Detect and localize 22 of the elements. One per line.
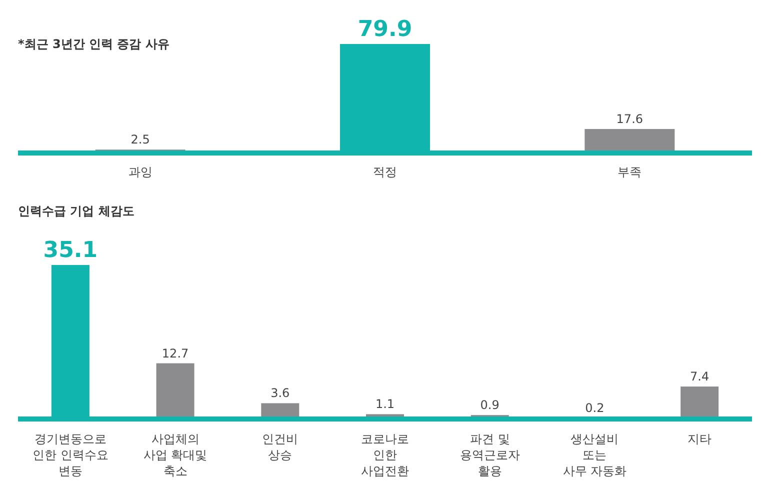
data-label: 1.1	[375, 397, 395, 412]
data-label: 35.1	[43, 238, 98, 263]
data-label: 0.2	[585, 401, 604, 416]
x-tick-label: 사업체의 사업 확대및 축소	[143, 432, 208, 478]
data-label: 12.7	[162, 346, 189, 360]
data-label: 79.9	[358, 17, 412, 42]
x-tick-label: 부족	[618, 165, 642, 179]
data-label: 0.9	[480, 398, 500, 412]
x-tick-label: 생산설비 또는 사무 자동화	[562, 432, 627, 478]
x-tick-label: 코로나로 인한 사업전환	[361, 432, 409, 478]
x-tick-label: 인건비 상승	[262, 432, 298, 462]
data-label: 17.6	[616, 112, 644, 126]
data-label: 3.6	[270, 386, 290, 400]
x-tick-label: 적정	[373, 165, 397, 179]
x-tick-label: 파견 및 용역근로자 활용	[460, 432, 520, 478]
x-tick-label: 과잉	[128, 165, 152, 179]
data-label: 7.4	[690, 370, 710, 384]
x-tick-label: 지타	[688, 432, 712, 446]
chart-title: *최근 3년간 인력 증감 사유	[18, 37, 170, 51]
chart-title: 인력수급 기업 체감도	[18, 204, 134, 218]
data-label: 2.5	[130, 132, 150, 147]
x-tick-label: 경기변동으로 인한 인력수요 변동	[32, 432, 108, 478]
